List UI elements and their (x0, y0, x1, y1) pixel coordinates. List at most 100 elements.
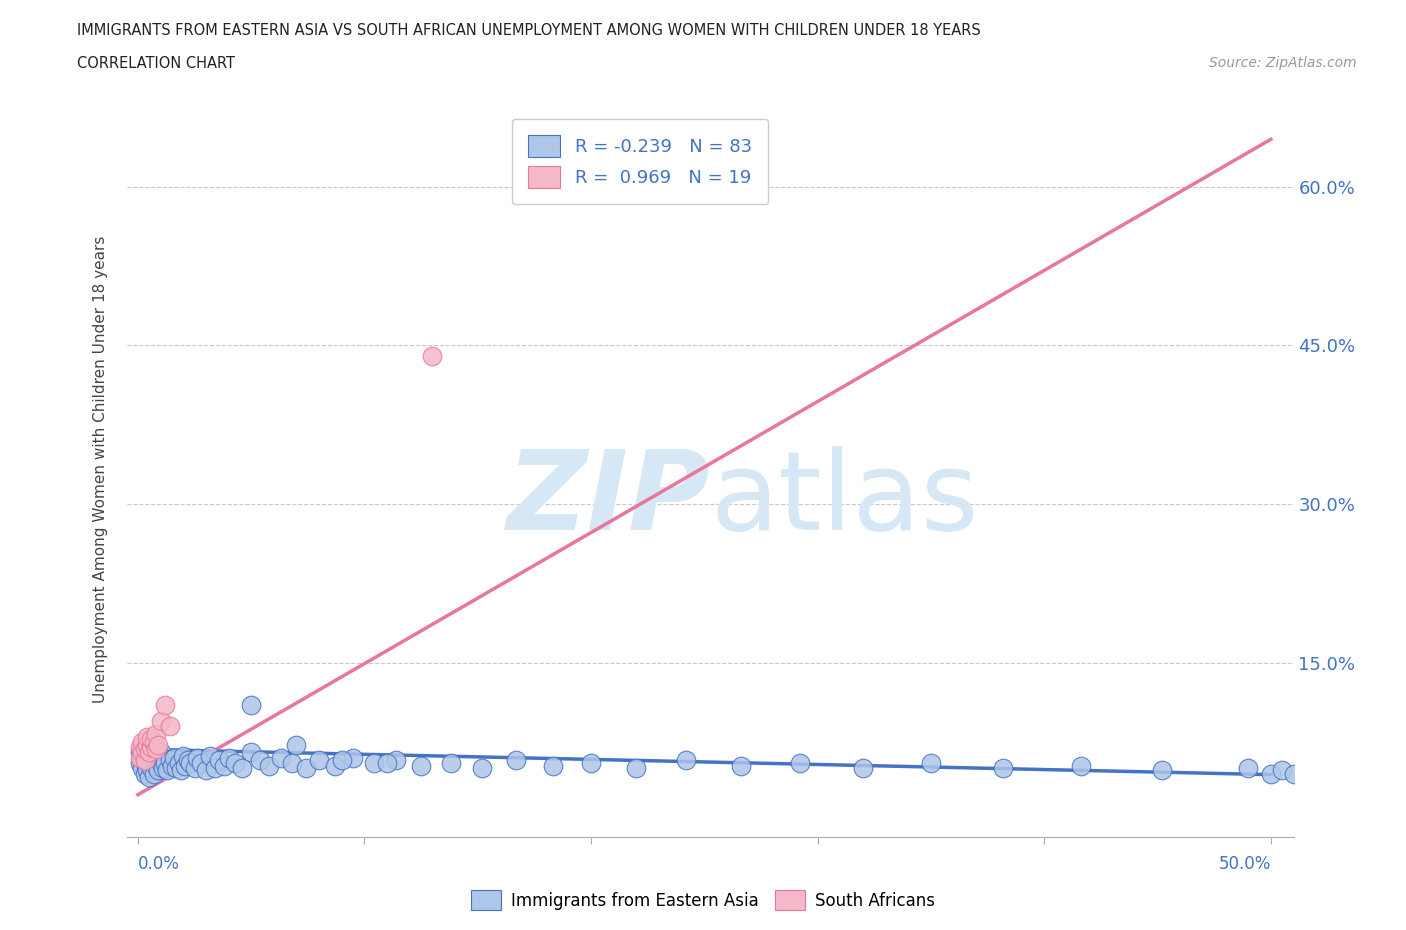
Point (1237, 761, 1260, 776)
Point (129, 739, 152, 754)
Point (145, 742, 167, 757)
Point (159, 752, 181, 767)
Point (131, 751, 153, 765)
Point (141, 731, 163, 746)
Point (136, 729, 159, 744)
Point (194, 763, 217, 777)
Point (281, 755, 304, 770)
Point (149, 755, 172, 770)
Point (165, 761, 187, 776)
Point (134, 742, 156, 757)
Point (129, 745, 152, 760)
Point (129, 755, 152, 770)
Point (240, 745, 263, 760)
Point (993, 761, 1015, 776)
Point (342, 751, 364, 765)
Point (259, 759, 281, 774)
Text: atlas: atlas (710, 445, 979, 552)
Point (308, 752, 330, 767)
Point (134, 739, 156, 754)
Point (134, 752, 156, 767)
Legend: R = -0.239   N = 83, R =  0.969   N = 19: R = -0.239 N = 83, R = 0.969 N = 19 (512, 119, 768, 205)
Point (145, 727, 167, 742)
Point (138, 755, 160, 770)
Point (375, 755, 398, 770)
Point (920, 755, 942, 770)
Point (439, 755, 461, 770)
Point (249, 752, 271, 767)
Point (270, 751, 292, 765)
Point (145, 751, 167, 765)
Point (152, 761, 174, 776)
Y-axis label: Unemployment Among Women with Children Under 18 years: Unemployment Among Women with Children U… (93, 236, 108, 703)
Point (224, 755, 246, 770)
Point (505, 752, 527, 767)
Point (167, 755, 190, 770)
Point (142, 766, 165, 781)
Point (218, 751, 240, 765)
Point (285, 737, 308, 752)
Point (149, 713, 172, 728)
Point (1152, 763, 1174, 777)
Point (385, 752, 408, 767)
Point (142, 735, 165, 750)
Point (183, 761, 205, 776)
Point (231, 761, 253, 776)
Point (626, 761, 648, 776)
Point (136, 763, 159, 777)
Point (136, 737, 159, 752)
Point (141, 739, 163, 754)
Point (179, 755, 201, 770)
Point (153, 755, 176, 770)
Point (145, 759, 167, 774)
Point (141, 761, 163, 776)
Point (411, 759, 433, 774)
Text: IMMIGRANTS FROM EASTERN ASIA VS SOUTH AFRICAN UNEMPLOYMENT AMONG WOMEN WITH CHIL: IMMIGRANTS FROM EASTERN ASIA VS SOUTH AF… (77, 23, 981, 38)
Point (204, 761, 226, 776)
Point (142, 752, 165, 767)
Text: ZIP: ZIP (506, 445, 710, 552)
Point (153, 698, 176, 712)
Point (174, 759, 197, 774)
Point (1070, 759, 1092, 774)
Point (148, 737, 170, 752)
Point (323, 759, 346, 774)
Point (163, 751, 186, 765)
Point (138, 745, 160, 760)
Point (212, 759, 235, 774)
Point (134, 766, 156, 781)
Point (136, 748, 159, 763)
Text: 50.0%: 50.0% (1219, 855, 1271, 873)
Point (159, 719, 181, 734)
Text: CORRELATION CHART: CORRELATION CHART (77, 56, 235, 71)
Point (208, 752, 231, 767)
Point (141, 751, 163, 765)
Point (138, 769, 160, 784)
Point (190, 755, 212, 770)
Point (330, 752, 353, 767)
Point (152, 751, 174, 765)
Point (170, 763, 193, 777)
Point (579, 755, 602, 770)
Point (294, 761, 316, 776)
Point (172, 748, 194, 763)
Point (136, 752, 159, 767)
Point (675, 752, 697, 767)
Point (730, 759, 752, 774)
Point (148, 763, 170, 777)
Point (131, 735, 153, 750)
Point (138, 742, 160, 757)
Point (1282, 766, 1305, 781)
Point (149, 745, 172, 760)
Point (852, 761, 875, 776)
Point (156, 763, 179, 777)
Point (789, 755, 811, 770)
Point (541, 759, 564, 774)
Text: Source: ZipAtlas.com: Source: ZipAtlas.com (1209, 56, 1357, 70)
Point (200, 748, 222, 763)
Point (240, 698, 263, 712)
Point (471, 761, 494, 776)
Point (142, 745, 165, 760)
Point (422, 349, 444, 364)
Point (160, 759, 183, 774)
